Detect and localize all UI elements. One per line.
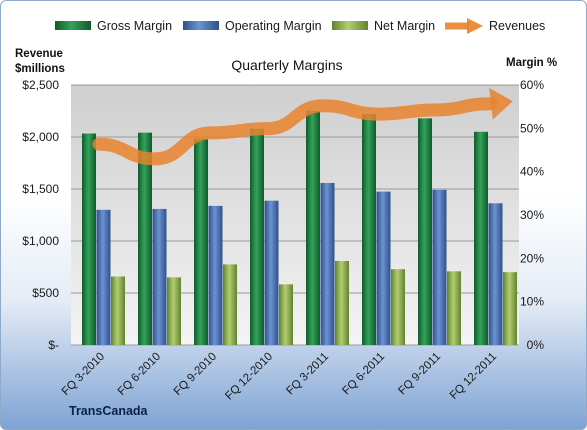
legend-swatch-gross-margin <box>55 21 91 30</box>
right-axis-ticks: 0% 10% 20% 30% 40% 50% 60% <box>520 78 544 352</box>
left-axis-ticks: $- $500 $1,000 $1,500 $2,000 $2,500 <box>22 78 59 352</box>
bar-net-margin <box>279 284 293 345</box>
legend-label-gross-margin: Gross Margin <box>97 19 172 33</box>
legend-item-operating-margin: Operating Margin <box>183 19 322 33</box>
bar-operating-margin <box>96 209 111 345</box>
right-tick-label: 20% <box>520 251 544 265</box>
bar-net-margin <box>223 264 237 345</box>
left-axis-label-line2: $millions <box>15 63 65 75</box>
x-tick-label: FQ 6-2010 <box>116 351 163 398</box>
x-tick-label: FQ 12-2010 <box>223 351 275 403</box>
right-tick-label: 10% <box>520 295 544 309</box>
left-tick-label: $2,500 <box>22 78 59 92</box>
bar-gross-margin <box>250 128 264 345</box>
bar-operating-margin <box>264 200 279 345</box>
bar-net-margin <box>167 277 181 345</box>
bars <box>82 111 517 346</box>
revenue-arrowhead <box>489 87 513 120</box>
bar-gross-margin <box>418 118 432 345</box>
left-axis-label-line1: Revenue <box>15 48 63 60</box>
x-tick-label: FQ 3-2011 <box>284 351 331 398</box>
x-tick-label: FQ 9-2010 <box>172 351 219 398</box>
legend-swatch-operating-margin <box>183 21 219 30</box>
legend: Gross Margin Operating Margin Net Margin… <box>55 18 545 34</box>
x-axis-ticks: FQ 3-2010 FQ 6-2010 FQ 9-2010 FQ 12-2010 FQ … <box>60 351 499 403</box>
legend-item-net-margin: Net Margin <box>332 19 435 33</box>
bar-operating-margin <box>488 203 503 345</box>
right-tick-label: 30% <box>520 208 544 222</box>
legend-arrow-revenues <box>467 18 483 34</box>
x-tick-label: FQ 3-2010 <box>60 351 107 398</box>
bar-net-margin <box>503 272 517 345</box>
bar-gross-margin <box>194 138 208 345</box>
bar-net-margin <box>391 269 405 345</box>
left-tick-label: $500 <box>32 286 59 300</box>
right-tick-label: 60% <box>520 78 544 92</box>
bar-operating-margin <box>320 182 335 345</box>
revenue-line <box>92 97 498 166</box>
bar-gross-margin <box>82 133 96 345</box>
left-tick-label: $1,000 <box>22 234 59 248</box>
right-tick-label: 50% <box>520 121 544 135</box>
bar-gross-margin <box>474 131 488 345</box>
legend-item-revenues: Revenues <box>445 18 545 34</box>
source-label: TransCanada <box>69 404 149 418</box>
x-tick-label: FQ 9-2011 <box>396 351 443 398</box>
x-tick-label: FQ 12-2011 <box>448 351 499 402</box>
bar-operating-margin <box>376 191 391 345</box>
x-tick-label: FQ 6-2011 <box>340 351 387 398</box>
legend-label-net-margin: Net Margin <box>374 19 435 33</box>
left-tick-label: $1,500 <box>22 182 59 196</box>
bar-net-margin <box>111 276 125 345</box>
bar-net-margin <box>335 260 349 345</box>
bar-net-margin <box>447 271 461 345</box>
legend-swatch-net-margin <box>332 21 368 30</box>
legend-label-operating-margin: Operating Margin <box>225 19 322 33</box>
right-axis-label: Margin % <box>506 57 557 69</box>
bar-gross-margin <box>306 111 320 345</box>
right-tick-label: 40% <box>520 165 544 179</box>
bar-operating-margin <box>152 208 167 345</box>
left-tick-label: $- <box>48 338 59 352</box>
left-tick-label: $2,000 <box>22 130 59 144</box>
chart-title: Quarterly Margins <box>231 57 342 73</box>
revenue-series <box>92 87 513 166</box>
bar-gross-margin <box>362 114 376 346</box>
bar-operating-margin <box>432 189 447 345</box>
bar-gross-margin <box>138 132 152 345</box>
legend-label-revenues: Revenues <box>489 19 545 33</box>
bar-operating-margin <box>208 205 223 345</box>
right-tick-label: 0% <box>527 338 545 352</box>
legend-item-gross-margin: Gross Margin <box>55 19 172 33</box>
